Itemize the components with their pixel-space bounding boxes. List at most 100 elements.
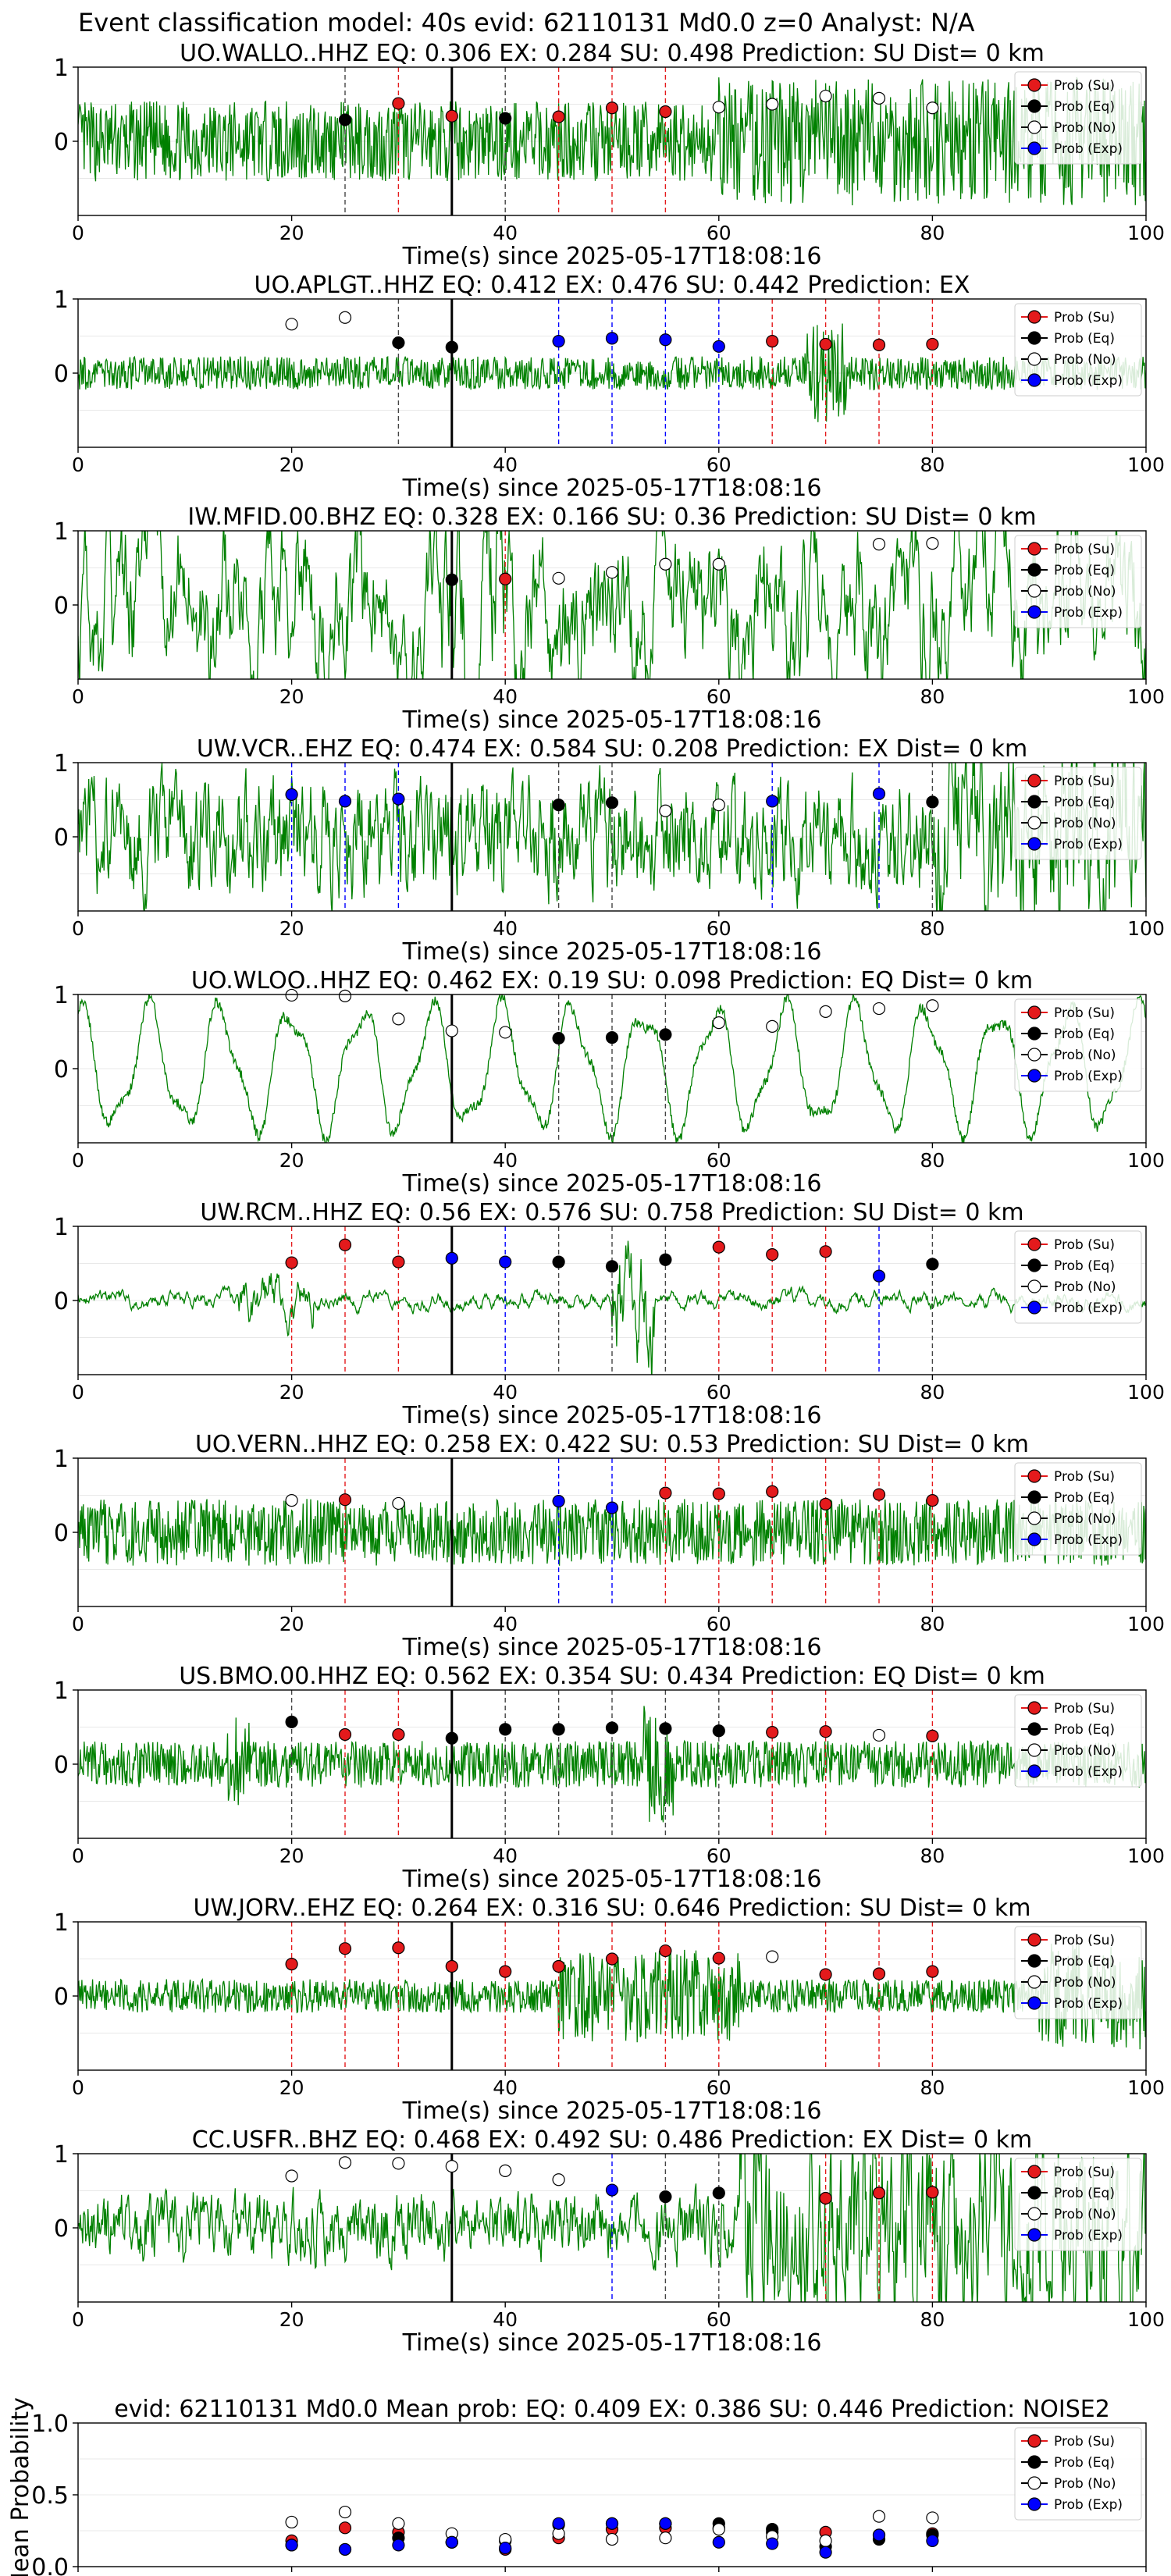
legend-marker	[1027, 584, 1041, 598]
x-axis-label: Time(s) since 2025-05-17T18:08:16	[402, 475, 822, 502]
legend-marker	[1027, 352, 1041, 366]
x-tick-label: 80	[920, 1845, 945, 1867]
y-tick-label: 0	[54, 1288, 69, 1315]
legend-marker	[1027, 1701, 1041, 1715]
prob-point-su	[819, 1245, 832, 1258]
panel-title: UO.WLOO..HHZ EQ: 0.462 EX: 0.19 SU: 0.09…	[191, 967, 1033, 994]
prob-point-eq	[499, 112, 512, 125]
x-tick-label: 0	[72, 2076, 84, 2099]
prob-point-no	[872, 1728, 886, 1742]
legend-box	[1014, 1462, 1142, 1556]
prob-point-su	[659, 105, 672, 119]
y-tick-label: 0	[54, 1752, 69, 1779]
prob-point-su	[766, 1485, 779, 1498]
prob-point-eq	[338, 113, 352, 126]
mean-point-no	[605, 2532, 619, 2546]
x-tick-label: 80	[920, 1149, 945, 1172]
legend-label: Prob (Su)	[1054, 1005, 1115, 1021]
mean-point-no	[926, 2511, 939, 2524]
legend-marker	[1027, 2497, 1041, 2511]
legend-label: Prob (Su)	[1054, 1701, 1115, 1717]
y-tick-label: 1	[54, 1214, 69, 1241]
legend-marker	[1027, 1743, 1041, 1757]
mean-point-exp	[338, 2542, 352, 2556]
x-tick-label: 0	[72, 2308, 84, 2331]
legend-marker	[1027, 99, 1041, 113]
y-tick-label: 0	[54, 1056, 69, 1083]
prob-point-eq	[552, 799, 565, 812]
waveform-trace	[78, 2154, 1146, 2302]
x-tick-label: 100	[1127, 1381, 1165, 1404]
legend-label: Prob (Eq)	[1054, 563, 1115, 578]
panel-mean-probability: evid: 62110131 Md0.0 Mean prob: EQ: 0.40…	[7, 2396, 1165, 2576]
prob-point-no	[338, 311, 352, 324]
legend-label: Prob (No)	[1054, 1048, 1116, 1063]
waveform-trace	[78, 1943, 1146, 2050]
prob-point-no	[766, 1950, 779, 1963]
mean-point-no	[872, 2510, 886, 2523]
panel-title: CC.USFR..BHZ EQ: 0.468 EX: 0.492 SU: 0.4…	[192, 2126, 1032, 2154]
legend-label: Prob (Exp)	[1054, 837, 1123, 852]
x-tick-label: 40	[493, 685, 518, 708]
prob-point-su	[766, 335, 779, 348]
mean-point-exp	[552, 2517, 565, 2530]
y-tick-label: 1	[54, 518, 69, 546]
mean-point-exp	[499, 2541, 512, 2555]
legend-label: Prob (No)	[1054, 2476, 1116, 2492]
legend-label: Prob (Exp)	[1054, 1532, 1123, 1548]
prob-point-su	[659, 1486, 672, 1500]
prob-point-eq	[605, 1721, 619, 1735]
x-tick-label: 20	[279, 2573, 304, 2576]
prob-point-su	[392, 1727, 405, 1742]
legend-marker	[1027, 774, 1041, 788]
mean-point-exp	[926, 2534, 939, 2547]
x-tick-label: 0	[72, 2573, 84, 2576]
legend-marker	[1027, 1996, 1041, 2010]
prob-point-su	[392, 97, 405, 110]
x-axis-label: Time(s) since 2025-05-17T18:08:16	[402, 1170, 822, 1197]
prob-point-eq	[285, 1715, 298, 1728]
x-tick-label: 60	[707, 1381, 731, 1404]
x-axis-label: Time(s) since 2025-05-17T18:08:16	[402, 938, 822, 966]
legend-box	[1014, 2158, 1142, 2251]
panel-title: UO.APLGT..HHZ EQ: 0.412 EX: 0.476 SU: 0.…	[254, 272, 970, 299]
legend-marker	[1027, 1279, 1041, 1293]
y-tick-label: 0	[54, 361, 69, 388]
prob-point-su	[926, 1494, 939, 1507]
x-tick-label: 60	[707, 1845, 731, 1867]
legend-label: Prob (Eq)	[1054, 795, 1115, 810]
y-tick-label: 1.0	[31, 2411, 69, 2438]
prob-point-eq	[552, 1255, 565, 1268]
x-axis-label: Time(s) since 2025-05-17T18:08:16	[402, 2329, 822, 2357]
legend-label: Prob (Eq)	[1054, 1026, 1115, 1042]
prob-point-no	[872, 1002, 886, 1016]
x-tick-label: 40	[493, 1845, 518, 1867]
y-tick-label: 1	[54, 55, 69, 82]
prob-point-eq	[605, 1030, 619, 1044]
legend-marker	[1027, 542, 1041, 556]
x-tick-label: 40	[493, 1613, 518, 1635]
prob-point-su	[819, 1725, 832, 1738]
prob-point-no	[819, 89, 832, 103]
prob-point-su	[766, 1247, 779, 1261]
legend-label: Prob (Exp)	[1054, 141, 1123, 157]
x-tick-label: 40	[493, 2573, 518, 2576]
legend-label: Prob (Exp)	[1054, 2497, 1123, 2513]
legend-marker	[1027, 1954, 1041, 1968]
prob-point-exp	[392, 792, 405, 806]
legend-marker	[1027, 1300, 1041, 1315]
prob-point-no	[285, 2169, 298, 2183]
prob-point-eq	[392, 336, 405, 350]
x-tick-label: 40	[493, 2076, 518, 2099]
y-tick-label: 1	[54, 982, 69, 1009]
x-tick-label: 60	[707, 1613, 731, 1635]
y-tick-label: 1	[54, 2141, 69, 2169]
legend-label: Prob (Exp)	[1054, 1764, 1123, 1780]
prob-point-eq	[605, 796, 619, 809]
prob-point-no	[926, 999, 939, 1012]
x-tick-label: 0	[72, 1381, 84, 1404]
prob-point-exp	[338, 795, 352, 808]
legend-marker	[1027, 331, 1041, 345]
waveform-trace	[78, 1240, 1146, 1375]
